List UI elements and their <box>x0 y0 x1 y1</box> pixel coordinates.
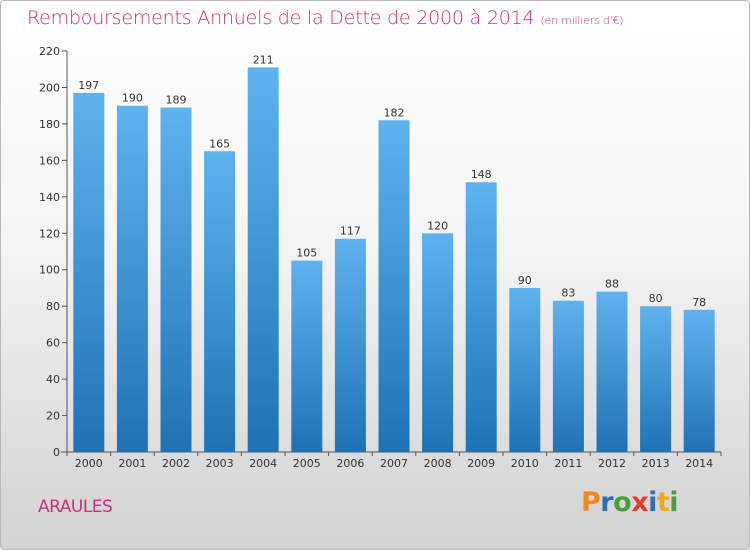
data-label-2000: 197 <box>78 79 99 92</box>
chart-title: Remboursements Annuels de la Dette de 20… <box>27 7 624 29</box>
y-tick-label: 80 <box>46 300 60 313</box>
bar-2014 <box>683 309 715 452</box>
logo-letter: P <box>581 487 601 518</box>
y-tick-label: 120 <box>39 227 60 240</box>
x-tick-label: 2003 <box>206 457 234 470</box>
x-tick-label: 2004 <box>249 457 277 470</box>
bar-2009 <box>465 182 497 452</box>
data-label-2012: 88 <box>605 278 619 291</box>
bars <box>73 67 715 453</box>
x-tick-label: 2012 <box>598 457 626 470</box>
data-label-2001: 190 <box>122 92 143 105</box>
chart-subtitle: (en milliers d'€) <box>540 14 624 27</box>
bar-2003 <box>204 151 236 452</box>
y-tick-label: 220 <box>39 45 60 58</box>
data-label-2014: 78 <box>692 296 706 309</box>
logo-letter: o <box>613 487 632 518</box>
data-label-2005: 105 <box>296 247 317 260</box>
bar-2002 <box>160 107 192 452</box>
logo-letter: i <box>648 487 657 518</box>
bar-2007 <box>378 120 410 452</box>
x-tick-label: 2010 <box>511 457 539 470</box>
data-label-2010: 90 <box>518 274 532 287</box>
data-label-2009: 148 <box>471 168 492 181</box>
data-label-2013: 80 <box>649 292 663 305</box>
bar-2013 <box>640 306 672 452</box>
y-tick-label: 20 <box>46 410 60 423</box>
x-tick-label: 2001 <box>118 457 146 470</box>
bar-2000 <box>73 92 105 452</box>
proxiti-logo: Proxiti <box>581 487 679 518</box>
bar-2005 <box>291 260 323 452</box>
x-tick-label: 2000 <box>75 457 103 470</box>
y-tick-label: 180 <box>39 118 60 131</box>
x-tick-label: 2006 <box>336 457 364 470</box>
x-tick-label: 2005 <box>293 457 321 470</box>
logo-letter: r <box>600 487 614 518</box>
logo-letter: x <box>631 487 649 518</box>
y-tick-label: 100 <box>39 264 60 277</box>
x-tick-label: 2007 <box>380 457 408 470</box>
x-tick-label: 2011 <box>554 457 582 470</box>
data-label-2011: 83 <box>561 287 575 300</box>
y-tick-label: 160 <box>39 154 60 167</box>
x-tick-label: 2002 <box>162 457 190 470</box>
bar-2004 <box>247 67 279 453</box>
bar-2001 <box>116 105 148 452</box>
data-label-2007: 182 <box>384 106 405 119</box>
data-labels: 197 190 189 165 211 105 117 182 120 148 90 83 88 80 78 <box>78 53 706 308</box>
x-tick-label: 2009 <box>467 457 495 470</box>
x-tick-label: 2014 <box>685 457 713 470</box>
y-tick-label: 40 <box>46 373 60 386</box>
data-label-2004: 211 <box>253 53 274 66</box>
bar-2010 <box>509 287 541 452</box>
data-label-2008: 120 <box>427 219 448 232</box>
logo-letter: i <box>669 487 679 518</box>
bar-2006 <box>334 238 366 452</box>
data-label-2002: 189 <box>166 94 187 107</box>
bar-2012 <box>596 291 628 452</box>
chart-title-text: Remboursements Annuels de la Dette de 20… <box>27 7 535 29</box>
x-tick-label: 2008 <box>424 457 452 470</box>
y-tick-label: 0 <box>53 446 60 459</box>
data-label-2006: 117 <box>340 225 361 238</box>
y-tick-label: 200 <box>39 81 60 94</box>
data-label-2003: 165 <box>209 137 230 150</box>
y-tick-label: 140 <box>39 191 60 204</box>
commune-name: ARAULES <box>38 497 113 517</box>
logo-letter: t <box>656 487 670 518</box>
y-tick-label: 60 <box>46 337 60 350</box>
x-tick-label: 2013 <box>642 457 670 470</box>
bar-2008 <box>422 233 454 452</box>
bar-2011 <box>552 300 584 452</box>
